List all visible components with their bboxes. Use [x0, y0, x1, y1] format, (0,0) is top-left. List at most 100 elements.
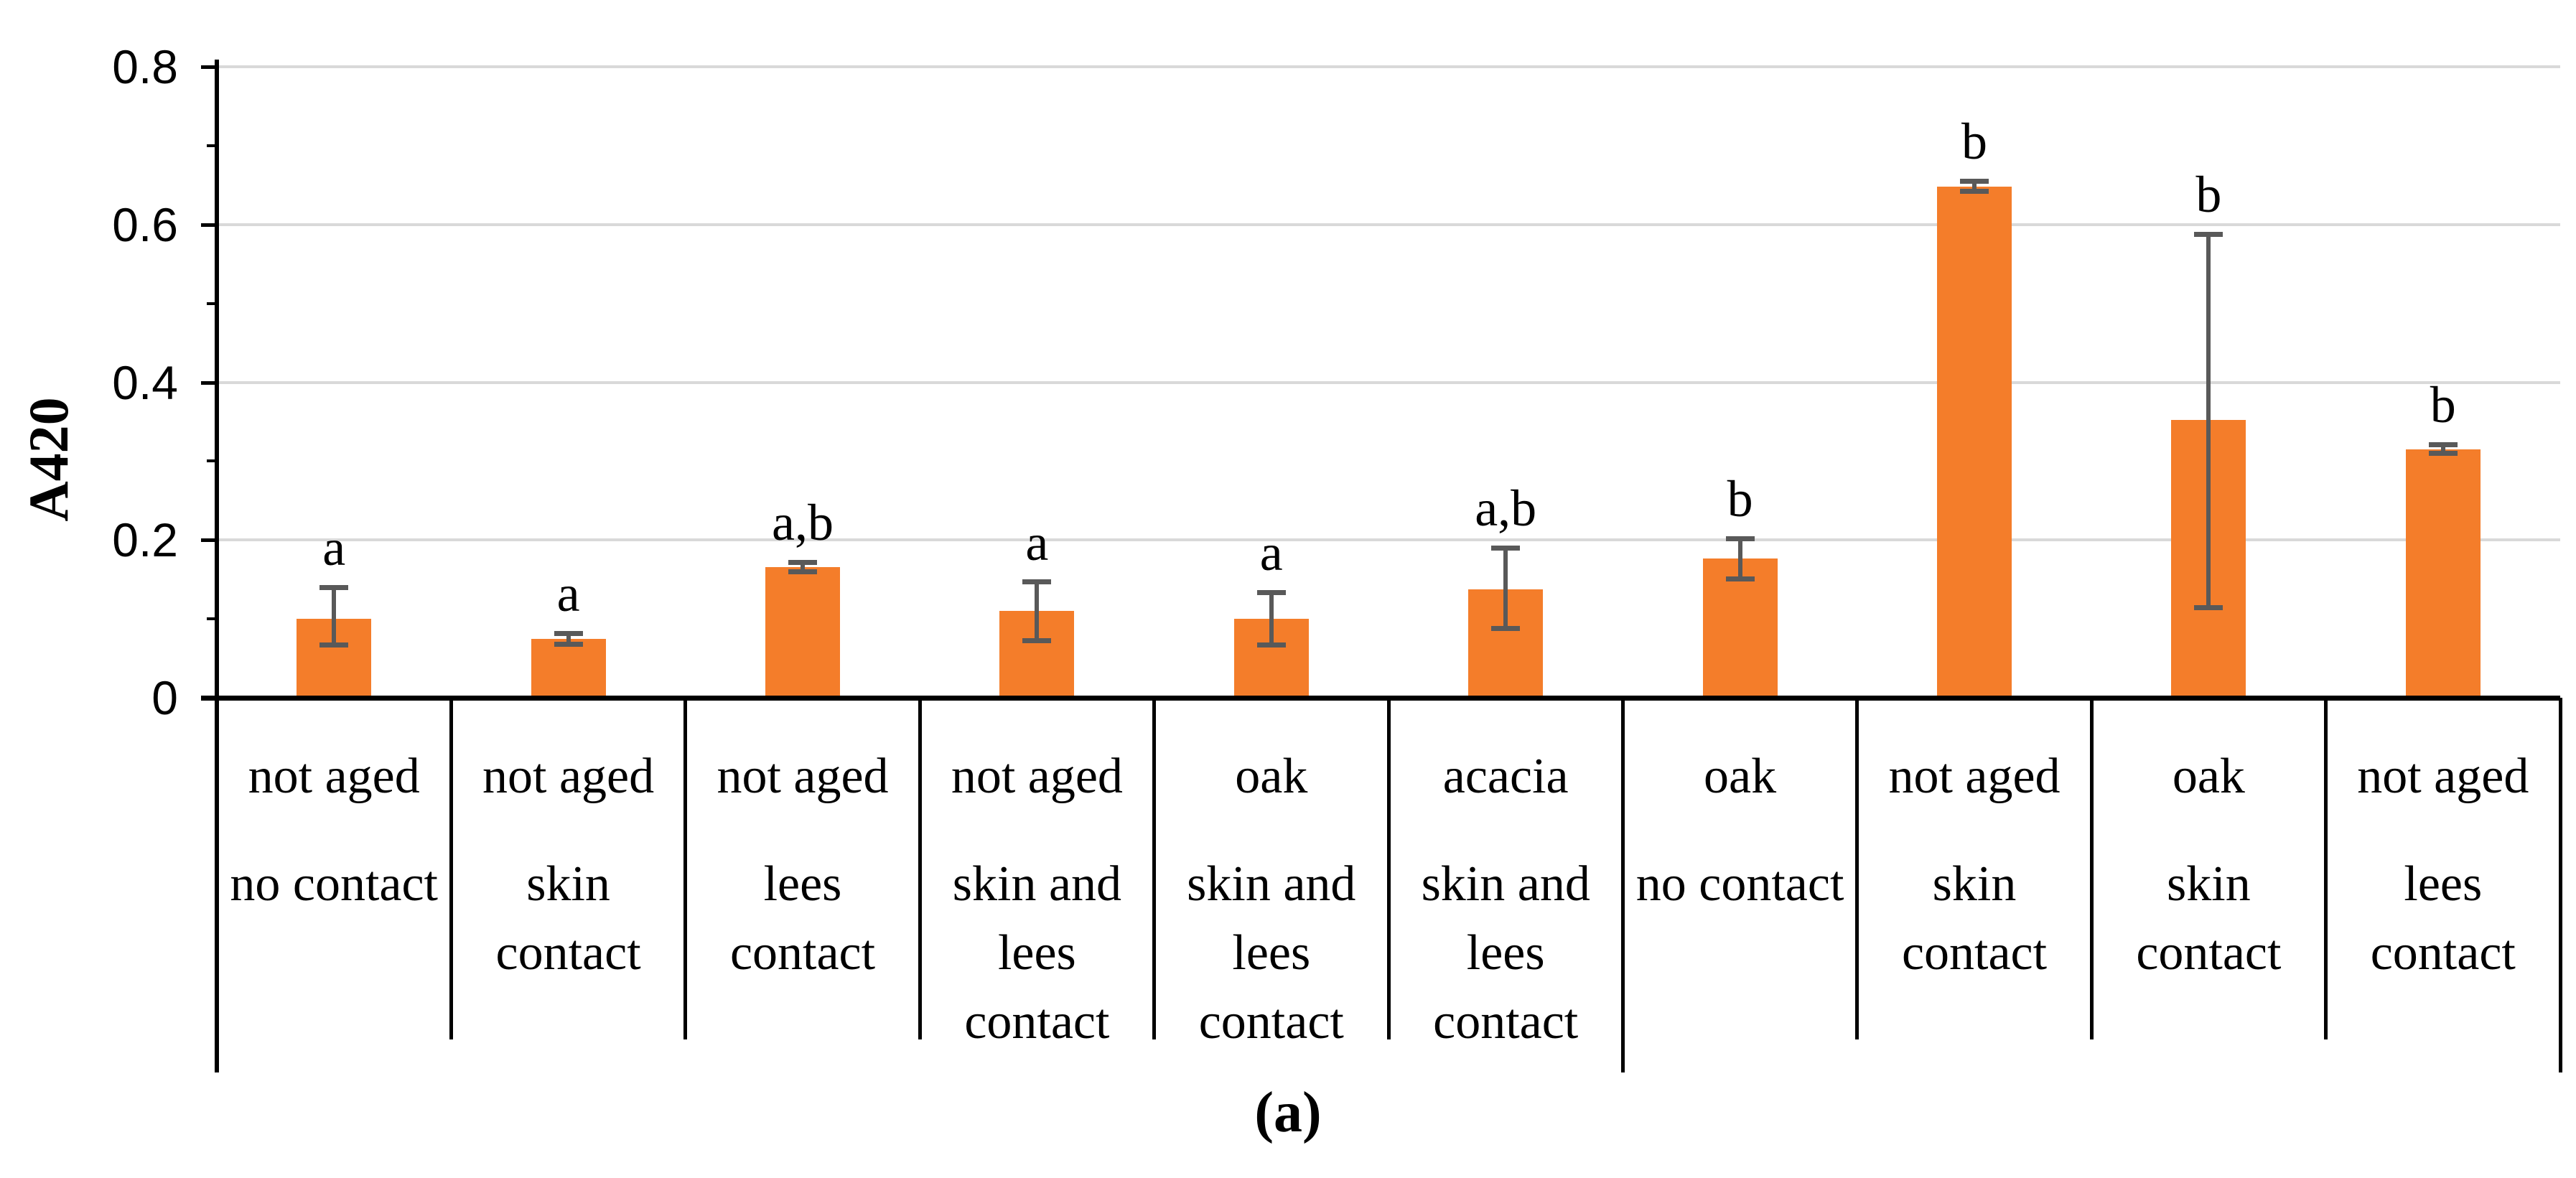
error-bar-line — [2206, 233, 2211, 607]
error-bar-line — [1035, 581, 1040, 640]
category-contact-label: skin and lees contact — [1421, 856, 1590, 1050]
error-bar-cap — [1725, 576, 1755, 582]
category-contact-label: no contact — [230, 856, 438, 912]
significance-label: b — [2430, 376, 2456, 434]
error-bar-cap — [1022, 637, 1052, 643]
category-separator — [1152, 698, 1157, 1039]
category-aging-label: not aged — [248, 749, 420, 804]
error-bar-line — [801, 562, 805, 572]
y-major-tick — [201, 223, 217, 227]
significance-label: a — [556, 564, 580, 622]
error-bar-cap — [1960, 188, 1989, 194]
significance-label: a — [322, 519, 346, 577]
category-cell: not aged skin and lees contact — [920, 698, 1154, 1072]
bar — [2405, 449, 2481, 698]
y-axis-title: A420 — [17, 397, 80, 522]
category-cell: oak skin and lees contact — [1154, 698, 1389, 1072]
x-axis-line — [201, 696, 2560, 701]
y-axis-line — [215, 60, 219, 1072]
category-separator — [1386, 698, 1391, 1039]
significance-label: a — [1025, 513, 1049, 571]
group-separator — [1620, 698, 1625, 1072]
error-bar-cap — [2194, 231, 2223, 237]
y-minor-tick — [207, 144, 217, 147]
error-bar-cap — [2428, 442, 2458, 448]
significance-label: b — [1727, 470, 1753, 528]
category-separator — [2089, 698, 2094, 1039]
error-bar-cap — [1960, 179, 1989, 184]
category-contact-label: skin and lees contact — [1187, 856, 1356, 1050]
error-bar-cap — [1491, 546, 1521, 551]
significance-label: b — [2195, 165, 2222, 223]
y-minor-tick — [207, 459, 217, 463]
category-contact-label: skin contact — [1901, 856, 2048, 981]
category-aging-label: not aged — [717, 749, 889, 804]
category-separator — [683, 698, 688, 1039]
category-contact-label: skin contact — [2136, 856, 2282, 981]
y-tick-label: 0.4 — [112, 355, 178, 409]
category-cell: not aged lees contact — [2326, 698, 2560, 1072]
error-bar-cap — [319, 642, 349, 648]
significance-label: a,b — [772, 494, 834, 552]
error-bar-cap — [319, 585, 349, 591]
error-bar-cap — [554, 630, 583, 636]
gridline — [217, 380, 2560, 384]
error-bar-line — [1737, 538, 1742, 579]
error-bar-cap — [554, 642, 583, 648]
error-bar-line — [1269, 592, 1274, 645]
error-bar-cap — [788, 560, 817, 565]
bar — [1937, 187, 2012, 698]
y-tick-label: 0.8 — [112, 40, 178, 93]
category-contact-label: lees contact — [2370, 856, 2516, 981]
y-major-tick — [201, 65, 217, 69]
category-cell: oak skin contact — [2091, 698, 2325, 1072]
error-bar-line — [566, 632, 571, 645]
category-separator — [918, 698, 922, 1039]
error-bar-line — [332, 587, 337, 645]
error-bar-cap — [2428, 451, 2458, 457]
category-separator — [2324, 698, 2328, 1039]
category-aging-label: oak — [2172, 749, 2245, 804]
category-aging-label: not aged — [951, 749, 1123, 804]
significance-label: a — [1259, 523, 1283, 581]
category-contact-label: no contact — [1635, 856, 1844, 912]
category-aging-label: not aged — [1888, 749, 2061, 804]
category-aging-label: oak — [1704, 749, 1777, 804]
category-cell: acacia skin and lees contact — [1389, 698, 1623, 1072]
category-aging-label: oak — [1235, 749, 1308, 804]
category-contact-label: skin and lees contact — [952, 856, 1122, 1050]
y-major-tick — [201, 538, 217, 543]
category-aging-label: not aged — [482, 749, 655, 804]
error-bar-cap — [788, 569, 817, 575]
category-cell: not aged lees contact — [686, 698, 920, 1072]
error-bar-cap — [2194, 604, 2223, 610]
category-cell: not aged skin contact — [451, 698, 685, 1072]
error-bar-line — [1972, 181, 1977, 191]
y-tick-label: 0.6 — [112, 197, 178, 251]
gridline — [217, 538, 2560, 542]
category-cell: not aged no contact — [217, 698, 451, 1072]
error-bar-line — [2440, 444, 2445, 454]
y-major-tick — [201, 380, 217, 385]
gridline — [217, 65, 2560, 68]
category-separator — [1855, 698, 1859, 1039]
error-bar-cap — [1256, 589, 1286, 595]
table-right-border — [2558, 698, 2562, 1072]
error-bar-cap — [1256, 642, 1286, 648]
y-minor-tick — [207, 617, 217, 621]
category-aging-label: acacia — [1442, 749, 1569, 804]
gridline — [217, 223, 2560, 226]
bar — [765, 566, 840, 698]
y-tick-label: 0 — [151, 671, 178, 724]
error-bar-cap — [1725, 536, 1755, 542]
significance-label: b — [1961, 113, 1987, 171]
error-bar-cap — [1491, 626, 1521, 632]
y-minor-tick — [207, 301, 217, 305]
figure-caption: (a) — [1254, 1081, 1322, 1144]
category-cell: oak no contact — [1623, 698, 1857, 1072]
category-contact-label: skin contact — [495, 856, 641, 981]
category-contact-label: lees contact — [729, 856, 876, 981]
bar — [531, 638, 606, 698]
